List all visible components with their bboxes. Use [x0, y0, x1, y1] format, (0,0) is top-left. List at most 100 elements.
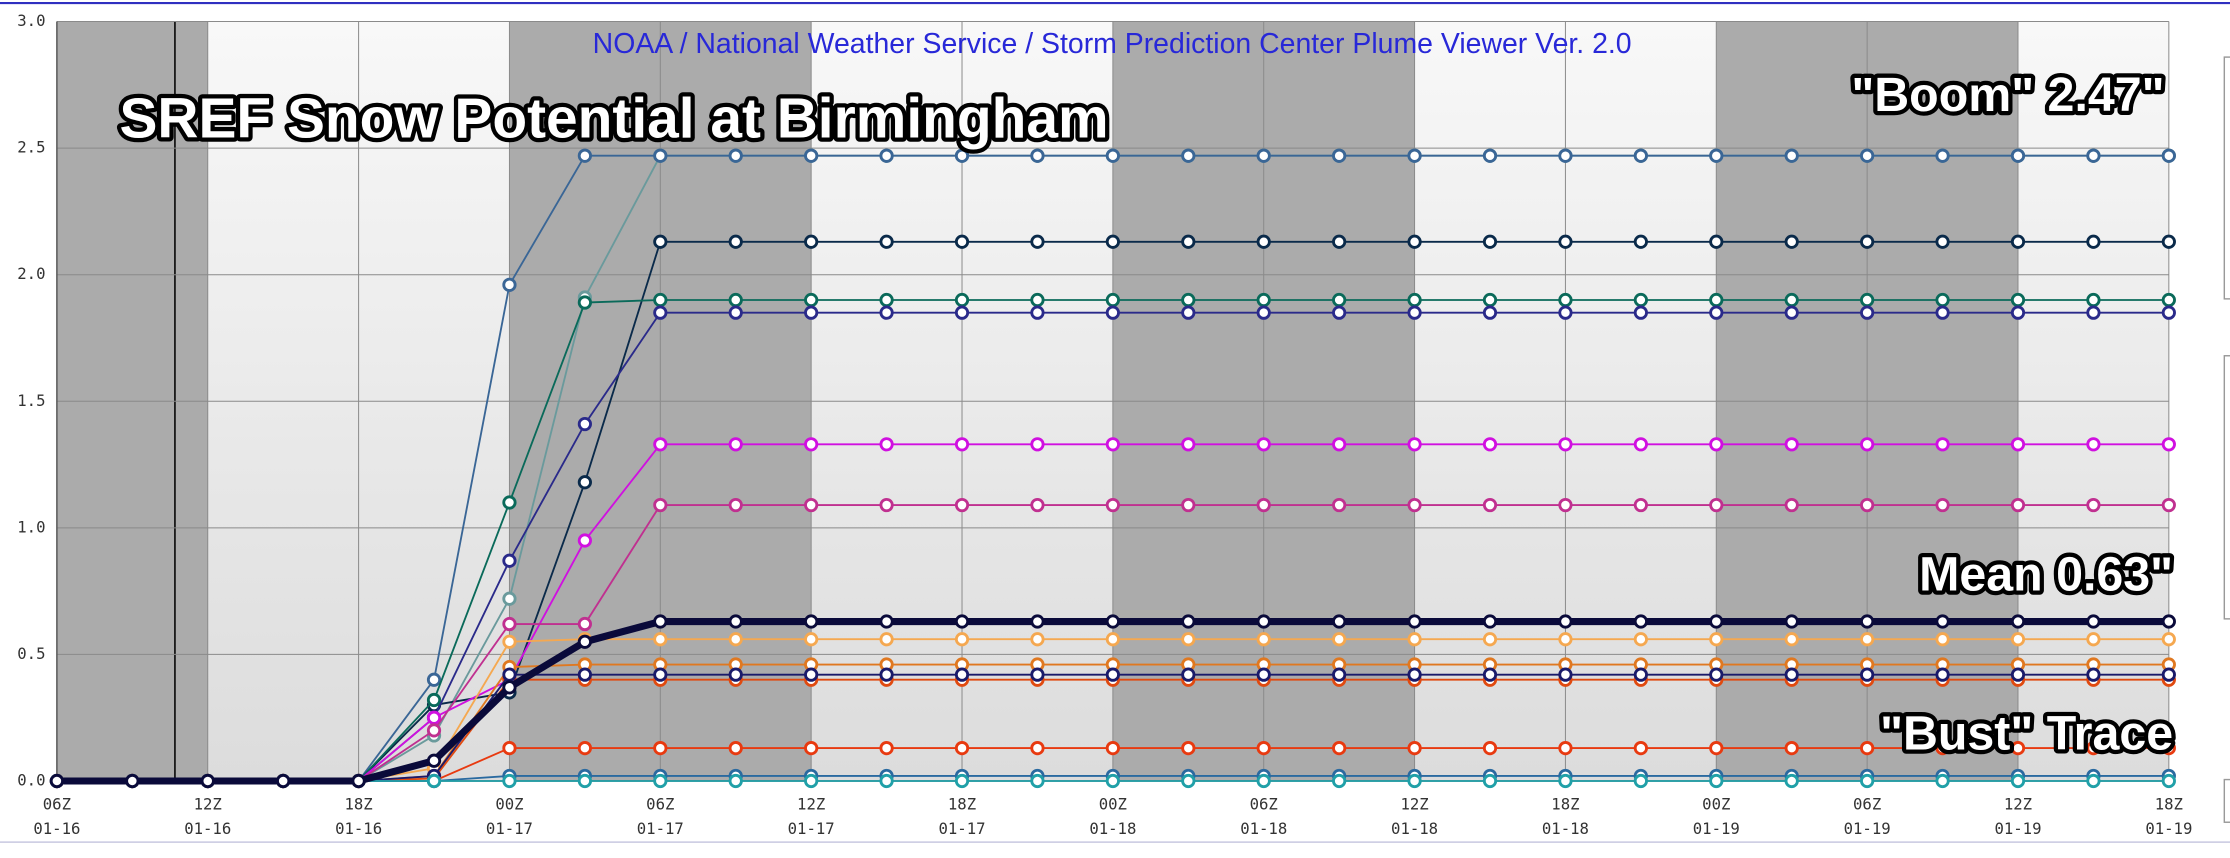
data-point — [577, 295, 592, 310]
annotation: SREF Snow Potential at Birmingham — [119, 88, 1108, 151]
data-point — [653, 437, 668, 452]
data-point — [1181, 632, 1196, 647]
data-point — [502, 634, 517, 649]
data-point — [1860, 667, 1875, 682]
x-tick-label: 06Z — [1853, 795, 1881, 814]
x-tick-date: 01-16 — [184, 819, 231, 838]
data-point — [1860, 632, 1875, 647]
x-tick-date: 01-17 — [938, 819, 985, 838]
y-tick-label: 1.0 — [17, 517, 45, 536]
data-point — [1633, 632, 1648, 647]
side-panel — [2223, 355, 2230, 620]
data-point — [1030, 148, 1045, 163]
data-point — [351, 773, 366, 789]
data-point — [879, 614, 894, 629]
data-point — [1558, 667, 1573, 682]
data-point — [653, 292, 668, 308]
data-point — [502, 667, 517, 682]
annotation: "Bust" Trace — [1880, 707, 2173, 761]
x-tick-date: 01-18 — [1391, 819, 1438, 838]
data-point — [954, 148, 970, 163]
data-point — [502, 591, 517, 606]
data-point — [1935, 497, 1950, 513]
y-tick-label: 0.5 — [17, 644, 45, 663]
data-point — [2010, 234, 2026, 249]
data-point — [1256, 234, 1271, 249]
data-point — [1105, 292, 1120, 308]
data-point — [502, 773, 517, 789]
data-point — [1558, 497, 1573, 513]
data-point — [879, 148, 894, 163]
data-point — [2086, 773, 2101, 789]
data-point — [1105, 437, 1120, 452]
data-point — [2010, 740, 2026, 756]
data-point — [1030, 614, 1045, 629]
data-point — [1784, 292, 1799, 308]
data-point — [2010, 292, 2026, 308]
data-point — [1784, 740, 1799, 756]
data-point — [1860, 148, 1875, 163]
data-point — [879, 497, 894, 513]
data-point — [2010, 773, 2026, 789]
data-point — [728, 632, 743, 647]
data-point — [1030, 292, 1045, 308]
data-point — [1784, 614, 1799, 629]
data-point — [1633, 148, 1648, 163]
data-point — [1332, 667, 1347, 682]
data-point — [1332, 740, 1347, 756]
data-point — [1105, 614, 1120, 629]
data-point — [1784, 667, 1799, 682]
data-point — [1256, 614, 1271, 629]
data-point — [1482, 437, 1498, 452]
data-point — [502, 495, 517, 510]
x-tick-label: 12Z — [797, 795, 825, 814]
data-point — [1709, 740, 1724, 756]
data-point — [1181, 740, 1196, 756]
data-point — [1784, 773, 1799, 789]
x-tick-label: 18Z — [2155, 795, 2183, 814]
data-point — [1784, 305, 1799, 320]
data-point — [200, 773, 215, 789]
x-tick-date: 01-16 — [33, 819, 80, 838]
data-point — [1709, 305, 1724, 320]
data-point — [1181, 614, 1196, 629]
data-point — [2086, 667, 2101, 682]
data-point — [1105, 305, 1120, 320]
data-point — [1784, 497, 1799, 513]
data-point — [1181, 305, 1196, 320]
data-point — [1256, 773, 1271, 789]
data-point — [577, 634, 592, 649]
data-point — [2086, 305, 2101, 320]
data-point — [1407, 437, 1422, 452]
data-point — [1105, 234, 1120, 249]
data-point — [1407, 740, 1422, 756]
data-point — [1558, 148, 1573, 163]
data-point — [2010, 497, 2026, 513]
data-point — [879, 773, 894, 789]
data-point — [1105, 667, 1120, 682]
data-point — [1407, 614, 1422, 629]
data-point — [1256, 667, 1271, 682]
x-tick-label: 06Z — [43, 795, 71, 814]
data-point — [879, 234, 894, 249]
data-point — [1256, 148, 1271, 163]
data-point — [1332, 234, 1347, 249]
data-point — [653, 497, 668, 513]
data-point — [502, 680, 517, 695]
x-tick-label: 18Z — [1551, 795, 1579, 814]
data-point — [1633, 497, 1648, 513]
data-point — [426, 723, 442, 738]
data-point — [502, 616, 517, 632]
x-tick-label: 12Z — [1400, 795, 1428, 814]
data-point — [1482, 773, 1498, 789]
series — [49, 148, 2176, 789]
data-point — [879, 667, 894, 682]
data-point — [1332, 437, 1347, 452]
x-tick-date: 01-16 — [335, 819, 382, 838]
data-point — [1709, 497, 1724, 513]
data-point — [879, 305, 894, 320]
annotation: Mean 0.63" — [1919, 547, 2173, 601]
data-point — [1407, 292, 1422, 308]
data-point — [804, 614, 819, 629]
data-point — [653, 305, 668, 320]
